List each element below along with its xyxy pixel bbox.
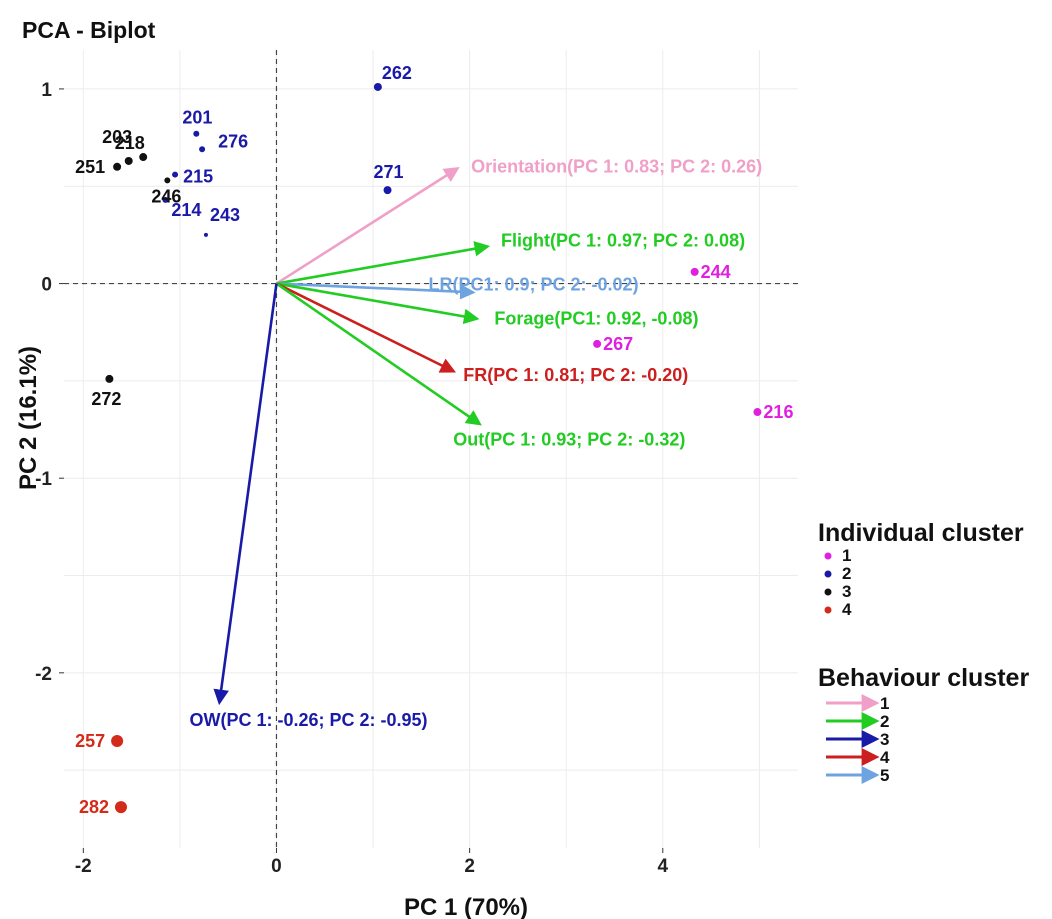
vector-label: OW(PC 1: -0.26; PC 2: -0.95): [189, 710, 427, 730]
vector-label: Forage(PC1: 0.92, -0.08): [494, 309, 698, 329]
loading-vector: [275, 167, 460, 285]
x-tick-label: -2: [75, 856, 92, 877]
point-label: 214: [171, 200, 201, 220]
point-label: 251: [75, 157, 105, 177]
chart-title: PCA - Biplot: [22, 17, 156, 43]
legend-behaviour-item: 1: [880, 694, 889, 713]
y-axis-title: PC 2 (16.1%): [15, 346, 42, 490]
loading-vector: [213, 283, 278, 706]
point-216: [753, 408, 762, 417]
x-tick-label: 0: [271, 856, 282, 877]
point-label: 267: [603, 334, 633, 354]
point-272: [105, 374, 114, 383]
point-label: 203: [102, 127, 132, 147]
legend-individual-item: 4: [842, 600, 852, 619]
point-243: [203, 232, 208, 237]
vector-label: FR(PC 1: 0.81; PC 2: -0.20): [463, 365, 688, 385]
point-257: [111, 734, 124, 747]
vector-label: Out(PC 1: 0.93; PC 2: -0.32): [453, 430, 685, 450]
loading-vector: [275, 282, 457, 373]
loading-vector: [276, 282, 480, 325]
point-201: [193, 130, 200, 137]
point-label: 244: [701, 262, 731, 282]
legend-individual-item: 3: [842, 582, 851, 601]
y-tick-label: -1: [35, 469, 52, 490]
labels: Orientation(PC 1: 0.83; PC 2: 0.26) Fligh…: [75, 63, 793, 817]
legend-individual-swatch: [824, 588, 832, 596]
point-203: [139, 153, 148, 162]
point-215: [172, 171, 179, 178]
legend-individual-swatch: [824, 570, 832, 578]
point-label: 282: [79, 797, 109, 817]
point-label: 262: [382, 63, 412, 83]
point-label: 243: [210, 205, 240, 225]
reference-lines: [64, 50, 798, 848]
vector-label: Flight(PC 1: 0.97; PC 2: 0.08): [501, 231, 745, 251]
y-tick-label: 0: [41, 275, 52, 296]
loading-vectors: [213, 167, 491, 706]
point-label: 246: [151, 186, 181, 206]
legend-behaviour-title: Behaviour cluster: [818, 664, 1029, 692]
legend-behaviour-item: 4: [880, 748, 890, 767]
point-244: [690, 267, 699, 276]
legend-individual-item: 2: [842, 564, 851, 583]
x-tick-label: 4: [658, 856, 669, 877]
y-tick-label: 1: [41, 80, 52, 101]
legend-behaviour-item: 3: [880, 730, 889, 749]
point-label: 276: [218, 131, 248, 151]
vector-label: Orientation(PC 1: 0.83; PC 2: 0.26): [471, 157, 762, 177]
legend-behaviour-item: 5: [880, 766, 889, 785]
loading-vector: [276, 241, 491, 285]
point-282: [114, 801, 127, 814]
legend-individual-swatch: [824, 606, 832, 614]
point-262: [373, 82, 382, 91]
loading-vector: [275, 282, 482, 426]
legend-individual-swatch: [824, 552, 832, 560]
point-label: 271: [374, 162, 404, 182]
legend-behaviour-item: 2: [880, 712, 889, 731]
point-276: [199, 146, 206, 153]
point-label: 257: [75, 731, 105, 751]
point-label: 272: [91, 389, 121, 409]
individual-points: [105, 82, 762, 814]
point-267: [593, 339, 602, 348]
point-label: 215: [183, 167, 213, 187]
point-271: [383, 186, 392, 195]
axes: -2 0 2 4 1 0 -1 -2: [35, 80, 668, 877]
point-214: [162, 196, 169, 203]
x-tick-label: 2: [464, 856, 475, 877]
point-label: 216: [763, 402, 793, 422]
legend-individual-item: 1: [842, 546, 851, 565]
vector-label: LR(PC1: 0.9; PC 2: -0.02): [429, 274, 639, 294]
point-218: [124, 156, 133, 165]
point-label: 218: [115, 133, 145, 153]
point-246: [164, 177, 171, 184]
y-tick-label: -2: [35, 664, 52, 685]
point-251: [113, 162, 122, 171]
loading-vector: [276, 282, 476, 300]
point-label: 201: [182, 108, 212, 128]
legend-individual-title: Individual cluster: [818, 519, 1024, 547]
grid: [64, 50, 798, 848]
x-axis-title: PC 1 (70%): [404, 894, 528, 919]
